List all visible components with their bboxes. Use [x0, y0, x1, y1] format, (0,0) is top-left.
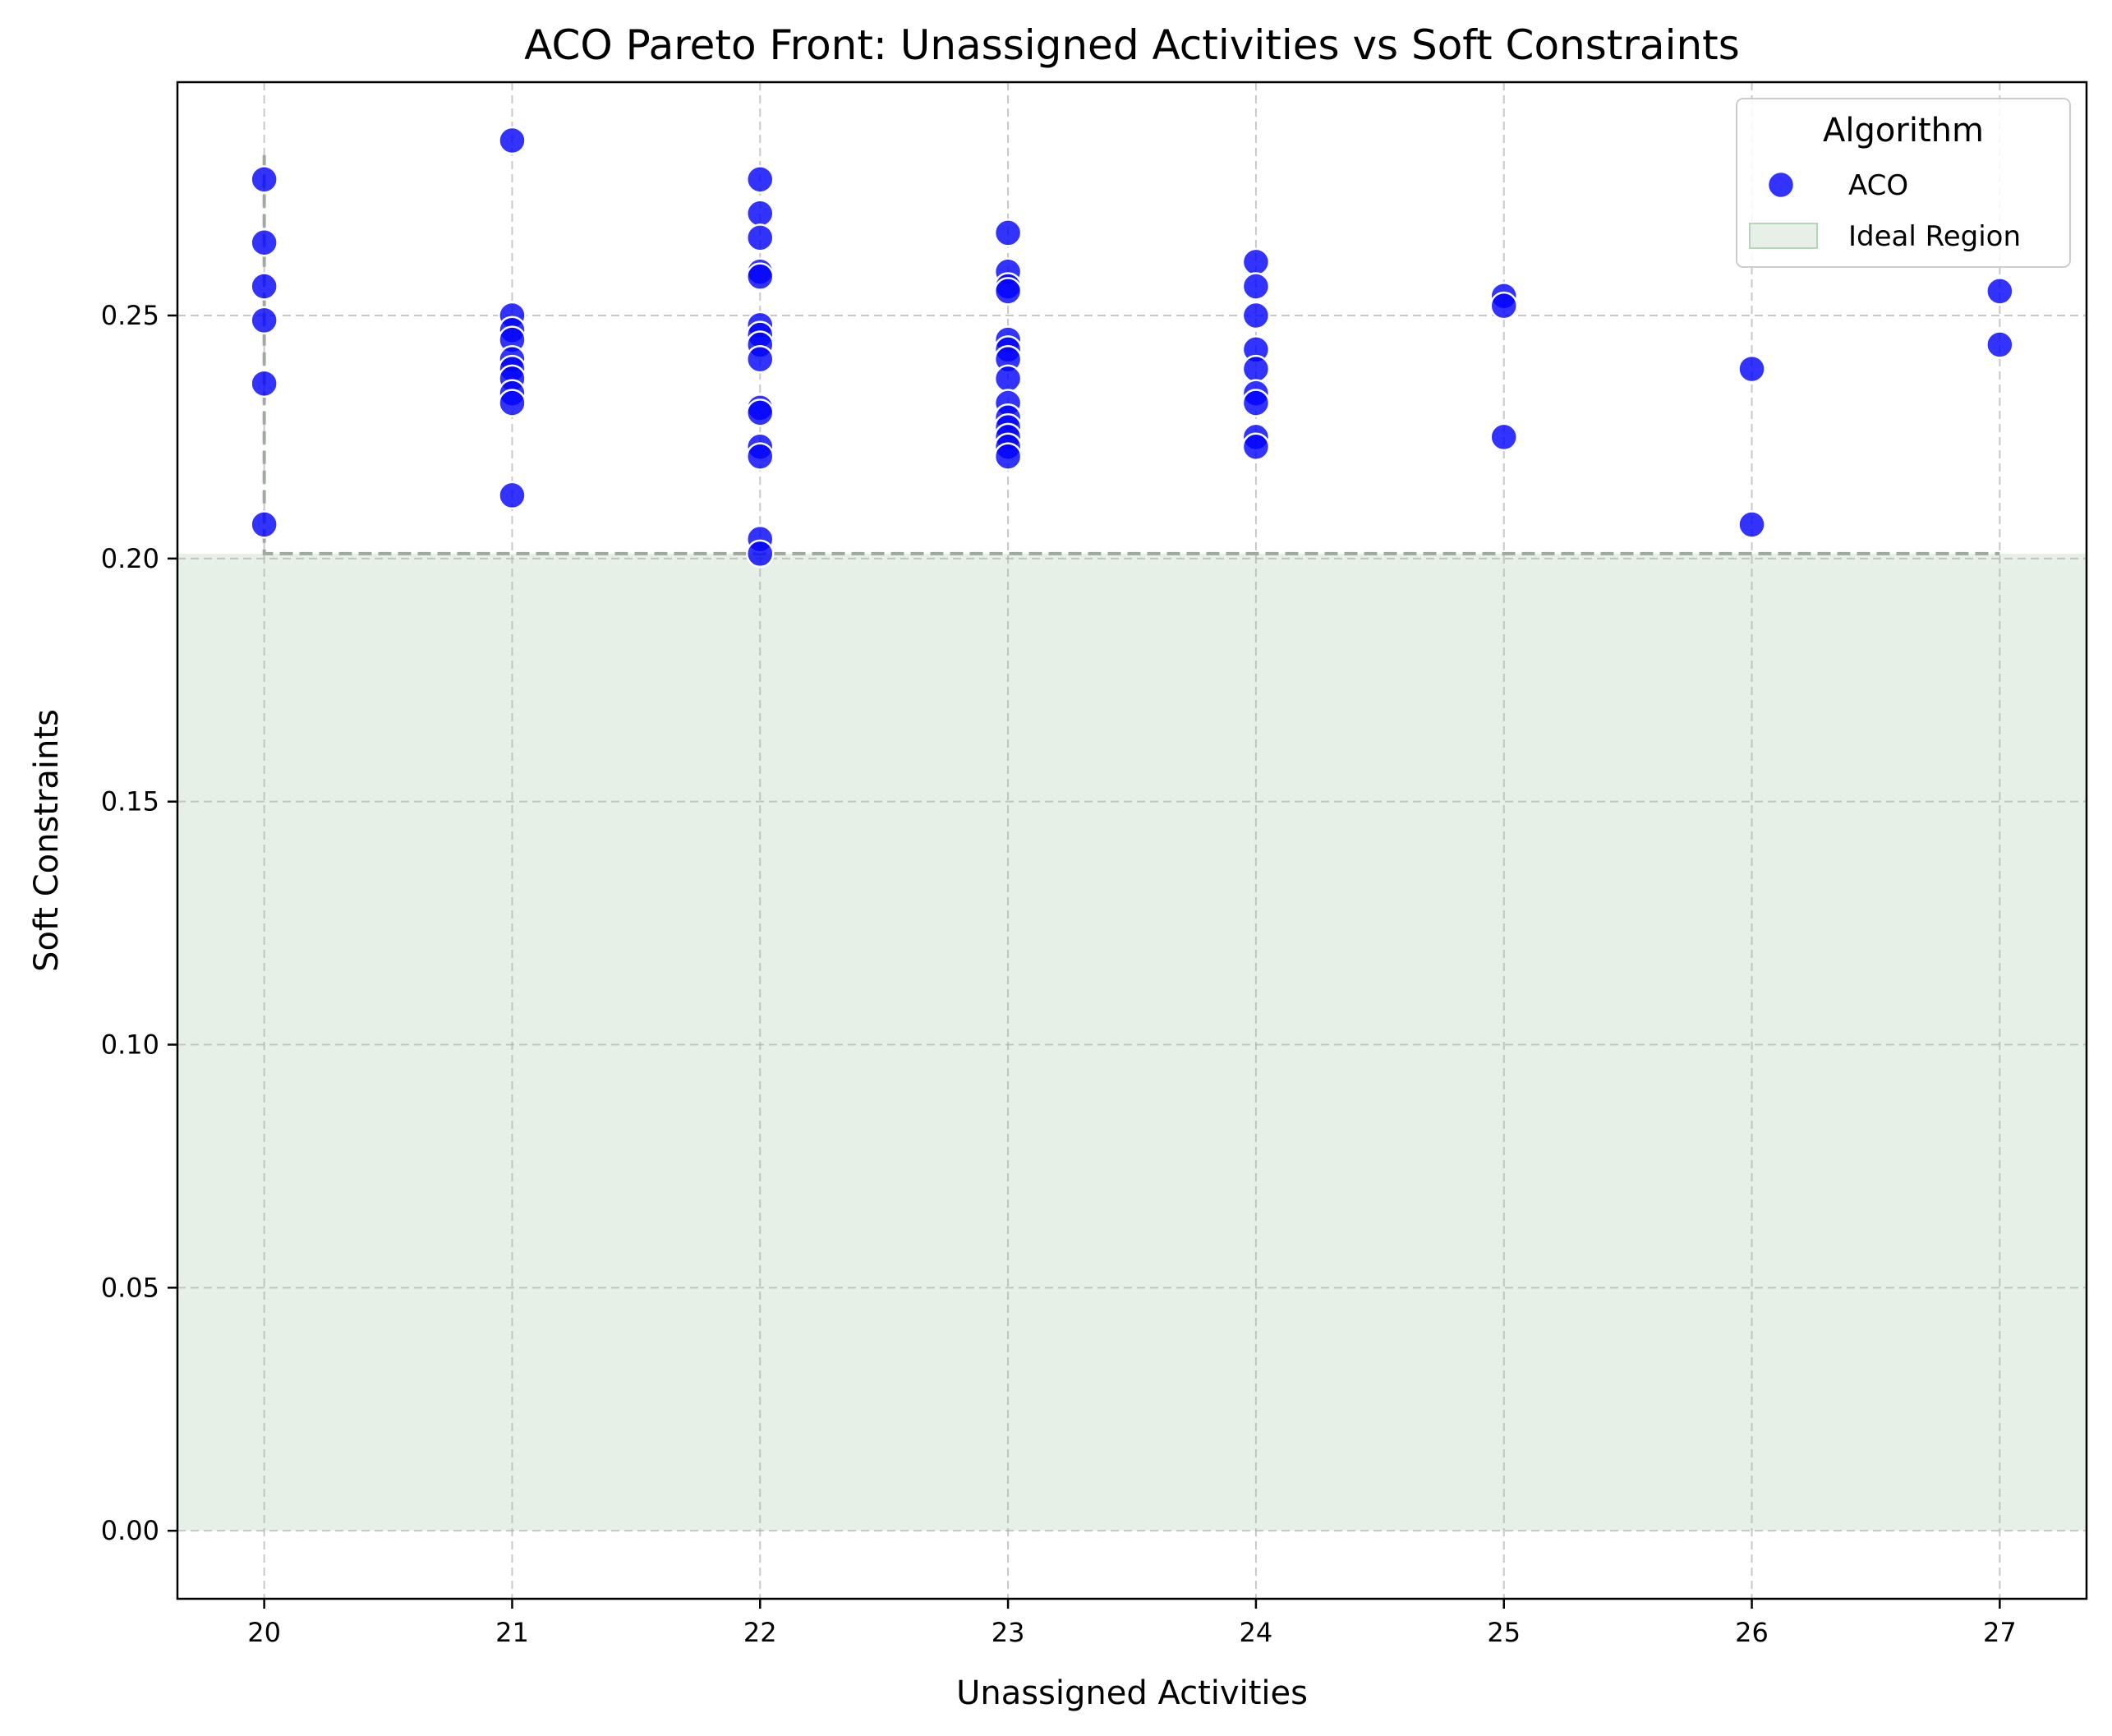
- data-point: [993, 219, 1023, 247]
- data-point: [746, 398, 775, 427]
- data-point: [993, 442, 1023, 471]
- data-point: [1985, 330, 2014, 359]
- pareto-front-line: [262, 154, 2000, 555]
- data-point: [746, 262, 775, 291]
- axis-ticks: 20 21 22 23 24 25 26 27 0.00 0.05 0.10 0.15 0.20 0.25: [101, 300, 2017, 1648]
- plot-area: [177, 82, 2087, 1599]
- data-point: [746, 223, 775, 252]
- data-point: [746, 539, 775, 569]
- data-point: [498, 126, 527, 155]
- x-tick-label: 23: [992, 1617, 1025, 1648]
- y-tick-label: 0.05: [101, 1272, 159, 1303]
- data-point: [1241, 272, 1271, 301]
- data-point: [993, 277, 1023, 306]
- x-tick-label: 26: [1735, 1617, 1769, 1648]
- data-point: [498, 389, 527, 417]
- data-point: [1241, 301, 1271, 330]
- data-point: [1737, 354, 1766, 384]
- legend: Algorithm ACO Ideal Region: [1736, 98, 2071, 268]
- legend-ideal-region-swatch: [1749, 223, 1818, 249]
- ideal-region: [177, 553, 2087, 1531]
- y-tick-label: 0.25: [101, 300, 159, 331]
- data-point: [746, 442, 775, 471]
- y-tick-label: 0.20: [101, 543, 159, 574]
- x-tick-label: 27: [1983, 1617, 2017, 1648]
- data-point: [1241, 432, 1271, 461]
- x-tick-label: 21: [495, 1617, 529, 1648]
- plot-frame: [176, 81, 2088, 1600]
- legend-box: [1736, 98, 2071, 268]
- x-tick-label: 25: [1487, 1617, 1521, 1648]
- data-point: [250, 228, 278, 257]
- y-axis-label: Soft Constraints: [28, 709, 66, 972]
- data-point: [1737, 510, 1766, 539]
- data-point: [250, 272, 278, 301]
- data-point: [746, 165, 775, 194]
- data-point: [250, 165, 278, 194]
- data-point: [1489, 422, 1518, 452]
- data-point: [250, 306, 278, 335]
- data-point: [746, 345, 775, 374]
- chart-title: ACO Pareto Front: Unassigned Activities …: [524, 21, 1740, 69]
- data-point: [250, 510, 278, 539]
- legend-ideal-region-label: Ideal Region: [1848, 220, 2021, 253]
- data-point: [1241, 354, 1271, 384]
- data-point: [1241, 247, 1271, 277]
- y-tick-label: 0.10: [101, 1029, 159, 1061]
- y-tick-label: 0.15: [101, 786, 159, 817]
- x-tick-label: 22: [743, 1617, 777, 1648]
- data-point: [250, 369, 278, 398]
- legend-title: Algorithm: [1823, 112, 1984, 150]
- data-point: [1489, 291, 1518, 320]
- x-tick-label: 24: [1240, 1617, 1273, 1648]
- x-tick-label: 20: [247, 1617, 281, 1648]
- y-tick-label: 0.00: [101, 1515, 159, 1546]
- data-point: [1985, 277, 2014, 306]
- data-point: [993, 364, 1023, 394]
- legend-aco-marker: [1766, 170, 1796, 200]
- data-point: [1241, 389, 1271, 417]
- data-point: [498, 481, 527, 510]
- legend-aco-label: ACO: [1848, 169, 1908, 202]
- x-axis-label: Unassigned Activities: [956, 1674, 1308, 1712]
- data-point: [746, 199, 775, 228]
